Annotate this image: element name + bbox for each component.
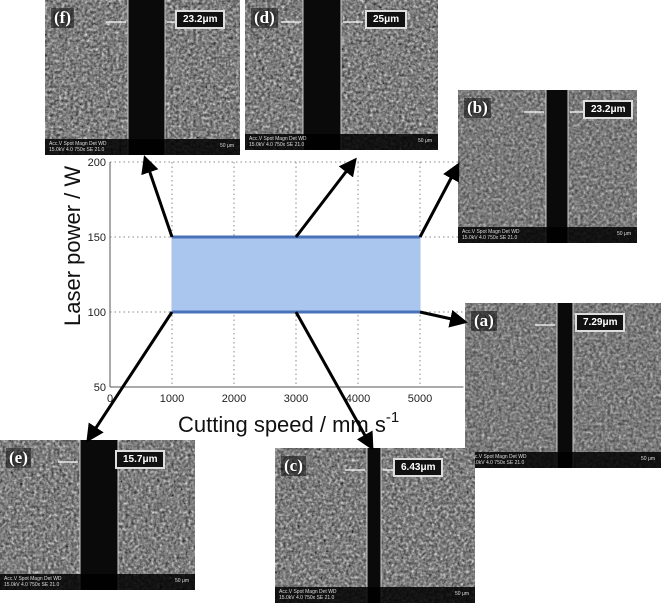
sem-info-line1: Acc.V Spot Magn Det WD: [279, 589, 337, 595]
sem-info-line1: Acc.V Spot Magn Det WD: [4, 576, 62, 582]
panel-label: (b): [464, 98, 491, 118]
kerf-width-label: 7.29μm: [575, 313, 626, 332]
sem-info-bar: Acc.V Spot Magn Det WD 15.0kV 4.0 750x S…: [0, 574, 195, 590]
kerf-width-label: 15.7μm: [115, 450, 166, 469]
kerf-width-label: 23.2μm: [583, 100, 634, 119]
sem-image-d: (d) 25μm Acc.V Spot Magn Det WD 15.0kV 4…: [245, 0, 438, 150]
scale-bar-label: 50 μm: [617, 231, 631, 237]
x-tick-label: 3000: [284, 393, 308, 405]
parameter-region: [171, 236, 421, 313]
kerf-width-label: 25μm: [365, 10, 408, 29]
kerf-width-label: 23.2μm: [175, 10, 226, 29]
sem-info-line1: Acc.V Spot Magn Det WD: [462, 229, 520, 235]
scale-bar-label: 50 μm: [175, 578, 189, 584]
x-tick-label: 1000: [160, 393, 184, 405]
panel-label: (e): [6, 448, 31, 468]
y-tick-label: 200: [88, 157, 106, 169]
sem-info-bar: Acc.V Spot Magn Det WD 15.0kV 4.0 750x S…: [275, 587, 475, 603]
sem-image-e: (e) 15.7μm Acc.V Spot Magn Det WD 15.0kV…: [0, 440, 195, 590]
sem-info-line1: Acc.V Spot Magn Det WD: [49, 141, 107, 147]
x-tick-label: 5000: [408, 393, 432, 405]
sem-info-line2: 15.0kV 4.0 750x SE 21.0: [249, 142, 305, 148]
x-tick-label: 2000: [222, 393, 246, 405]
y-tick-label: 50: [94, 382, 106, 394]
sem-info-line1: Acc.V Spot Magn Det WD: [469, 454, 527, 460]
y-axis-label: Laser power / W: [60, 166, 85, 326]
panel-label: (c): [281, 456, 306, 476]
y-tick-label: 150: [88, 232, 106, 244]
scale-bar-label: 50 μm: [455, 591, 469, 597]
x-axis-label: Cutting speed / mm s-1: [178, 409, 399, 437]
panel-label: (f): [51, 8, 74, 28]
sem-info-line2: 15.0kV 4.0 750x SE 21.0: [469, 460, 525, 466]
sem-info-line1: Acc.V Spot Magn Det WD: [249, 136, 307, 142]
x-axis-label-superscript: -1: [386, 409, 399, 426]
scale-bar-label: 50 μm: [641, 456, 655, 462]
panel-label: (a): [471, 311, 497, 331]
sem-info-line2: 15.0kV 4.0 750x SE 21.0: [279, 595, 335, 601]
sem-info-bar: Acc.V Spot Magn Det WD 15.0kV 4.0 750x S…: [465, 452, 661, 468]
x-tick-label: 4000: [346, 393, 370, 405]
y-tick-label: 100: [88, 307, 106, 319]
sem-info-bar: Acc.V Spot Magn Det WD 15.0kV 4.0 750x S…: [245, 134, 438, 150]
panel-label: (d): [251, 8, 278, 28]
sem-info-bar: Acc.V Spot Magn Det WD 15.0kV 4.0 750x S…: [458, 227, 637, 243]
sem-info-bar: Acc.V Spot Magn Det WD 15.0kV 4.0 750x S…: [45, 139, 240, 155]
x-tick-label: 0: [107, 393, 113, 405]
scale-bar-label: 50 μm: [418, 138, 432, 144]
sem-image-b: (b) 23.2μm Acc.V Spot Magn Det WD 15.0kV…: [458, 90, 637, 243]
sem-image-f: (f) 23.2μm Acc.V Spot Magn Det WD 15.0kV…: [45, 0, 240, 155]
sem-info-line2: 15.0kV 4.0 750x SE 21.0: [4, 582, 60, 588]
sem-info-line2: 15.0kV 4.0 750x SE 21.0: [462, 235, 518, 241]
sem-image-a: (a) 7.29μm Acc.V Spot Magn Det WD 15.0kV…: [465, 303, 661, 468]
sem-image-c: (c) 6.43μm Acc.V Spot Magn Det WD 15.0kV…: [275, 448, 475, 603]
kerf-width-label: 6.43μm: [393, 458, 444, 477]
sem-info-line2: 15.0kV 4.0 750x SE 21.0: [49, 147, 105, 153]
scale-bar-label: 50 μm: [220, 143, 234, 149]
